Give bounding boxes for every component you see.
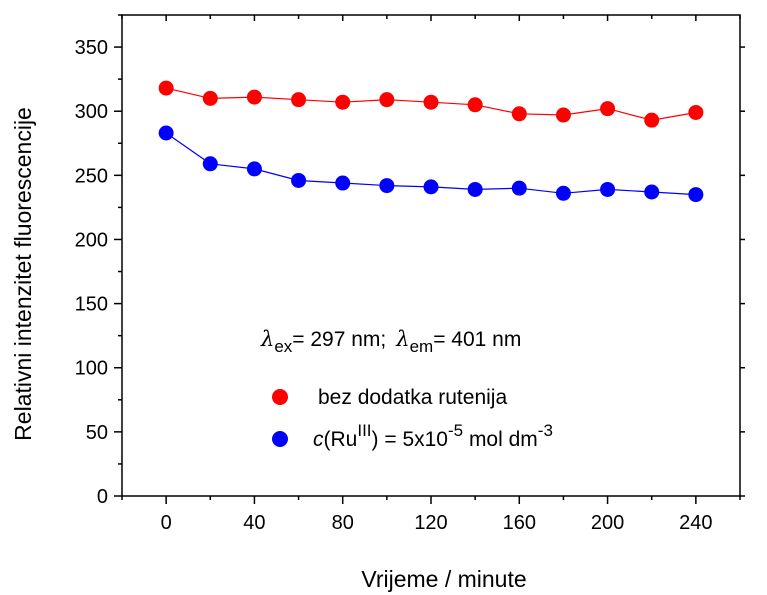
- x-tick-label: 80: [332, 512, 354, 534]
- wavelength-annotation: λex= 297 nm; λem= 401 nm: [260, 327, 521, 356]
- legend-label-blue: c(RuIII) = 5x10-5 mol dm-3: [313, 421, 553, 451]
- y-tick-label: 200: [75, 229, 108, 251]
- series-1-point: [600, 101, 616, 117]
- series-1-point: [467, 97, 483, 113]
- series-2-point: [423, 179, 439, 195]
- series-2-point: [202, 156, 218, 172]
- series-1-point: [335, 94, 351, 110]
- series-1-point: [511, 106, 527, 122]
- x-tick-label: 120: [414, 512, 447, 534]
- series-2-point: [467, 181, 483, 197]
- x-tick-label: 240: [679, 512, 712, 534]
- y-tick-label: 100: [75, 358, 108, 380]
- series-layer: [158, 80, 704, 203]
- plot-border: [121, 14, 741, 497]
- x-tick-label: 0: [161, 512, 172, 534]
- series-2-point: [688, 187, 704, 203]
- tick-labels: 0 40 80 120 160 200 240 0 50 100 150 200 250 300 350: [75, 37, 713, 534]
- x-tick-label: 40: [243, 512, 265, 534]
- series-1-point: [291, 92, 307, 108]
- series-2-point: [379, 178, 395, 194]
- series-1-point: [246, 89, 262, 105]
- series-2-point: [600, 181, 616, 197]
- series-2-point: [246, 161, 262, 177]
- plot-frame: [121, 14, 741, 497]
- legend-label-red: bez dodatka rutenija: [318, 386, 507, 409]
- series-2-point: [291, 172, 307, 188]
- y-tick-label: 300: [75, 101, 108, 123]
- x-axis-title: Vrijeme / minute: [361, 566, 526, 592]
- series-1-point: [158, 80, 174, 96]
- y-tick-label: 150: [75, 294, 108, 316]
- series-2-point: [555, 185, 571, 201]
- series-1-point: [202, 90, 218, 106]
- series-2-point: [644, 184, 660, 200]
- series-1-point: [423, 94, 439, 110]
- y-tick-label: 0: [97, 486, 108, 508]
- series-2-point: [511, 180, 527, 196]
- y-axis-title: Relativni intenzitet fluorescencije: [10, 107, 36, 441]
- x-tick-label: 160: [503, 512, 536, 534]
- y-tick-label: 350: [75, 37, 108, 59]
- series-1-point: [688, 104, 704, 120]
- y-tick-label: 250: [75, 165, 108, 187]
- legend-marker-blue: [272, 431, 288, 447]
- series-1-point: [555, 107, 571, 123]
- series-1-point: [644, 112, 660, 128]
- legend-marker-red: [272, 389, 288, 405]
- axis-ticks: [114, 14, 745, 504]
- series-1-point: [379, 92, 395, 108]
- y-tick-label: 50: [86, 422, 108, 444]
- series-2-point: [158, 125, 174, 141]
- x-tick-label: 200: [591, 512, 624, 534]
- series-2-point: [335, 175, 351, 191]
